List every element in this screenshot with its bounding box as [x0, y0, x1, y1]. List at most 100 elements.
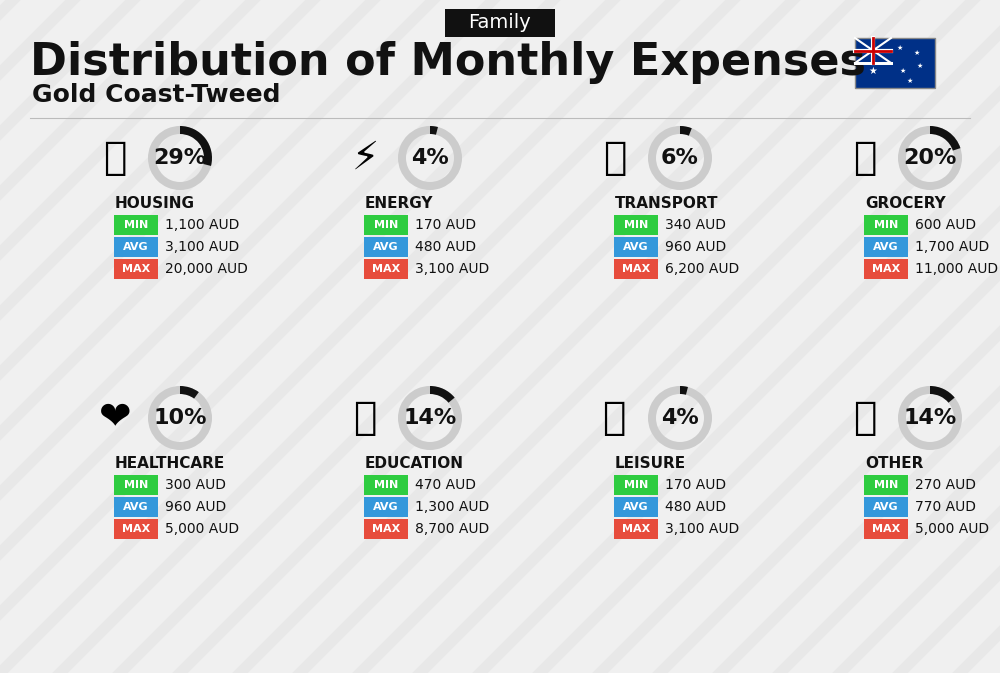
Text: AVG: AVG [873, 242, 899, 252]
Text: 11,000 AUD: 11,000 AUD [915, 262, 998, 276]
FancyBboxPatch shape [364, 215, 408, 235]
Text: 470 AUD: 470 AUD [415, 478, 476, 492]
Text: MIN: MIN [874, 480, 898, 490]
Text: MIN: MIN [624, 480, 648, 490]
FancyBboxPatch shape [364, 259, 408, 279]
FancyBboxPatch shape [614, 215, 658, 235]
Text: Distribution of Monthly Expenses: Distribution of Monthly Expenses [30, 42, 866, 85]
Text: MAX: MAX [872, 524, 900, 534]
Text: MIN: MIN [374, 220, 398, 230]
Text: TRANSPORT: TRANSPORT [615, 195, 718, 211]
Text: 960 AUD: 960 AUD [165, 500, 226, 514]
Text: 480 AUD: 480 AUD [665, 500, 726, 514]
Text: 1,700 AUD: 1,700 AUD [915, 240, 989, 254]
Text: 600 AUD: 600 AUD [915, 218, 976, 232]
Wedge shape [398, 126, 462, 190]
FancyBboxPatch shape [614, 475, 658, 495]
Text: 🛍️: 🛍️ [603, 399, 627, 437]
Text: 340 AUD: 340 AUD [665, 218, 726, 232]
Text: 960 AUD: 960 AUD [665, 240, 726, 254]
Text: MAX: MAX [122, 264, 150, 274]
Text: 5,000 AUD: 5,000 AUD [165, 522, 239, 536]
FancyBboxPatch shape [864, 215, 908, 235]
Wedge shape [680, 386, 688, 395]
Wedge shape [680, 126, 692, 136]
Text: ★: ★ [900, 68, 906, 74]
Text: ★: ★ [917, 63, 923, 69]
Wedge shape [898, 386, 962, 450]
Text: GROCERY: GROCERY [865, 195, 946, 211]
Text: MAX: MAX [622, 524, 650, 534]
Text: AVG: AVG [873, 502, 899, 512]
FancyBboxPatch shape [864, 475, 908, 495]
Text: 770 AUD: 770 AUD [915, 500, 976, 514]
Wedge shape [148, 126, 212, 190]
Text: MIN: MIN [624, 220, 648, 230]
FancyBboxPatch shape [864, 259, 908, 279]
Text: MAX: MAX [372, 264, 400, 274]
Text: AVG: AVG [623, 242, 649, 252]
Text: 10%: 10% [153, 408, 207, 428]
Text: MAX: MAX [872, 264, 900, 274]
Wedge shape [898, 126, 962, 190]
Text: 170 AUD: 170 AUD [665, 478, 726, 492]
Text: ★: ★ [907, 78, 913, 84]
Text: AVG: AVG [123, 242, 149, 252]
Wedge shape [430, 126, 438, 135]
Wedge shape [648, 386, 712, 450]
Wedge shape [430, 386, 455, 402]
Text: EDUCATION: EDUCATION [365, 456, 464, 470]
Text: 🏢: 🏢 [103, 139, 127, 177]
Text: AVG: AVG [373, 502, 399, 512]
Text: 6%: 6% [661, 148, 699, 168]
FancyBboxPatch shape [614, 259, 658, 279]
Text: MIN: MIN [124, 480, 148, 490]
Text: Family: Family [469, 13, 531, 32]
Text: MAX: MAX [122, 524, 150, 534]
Wedge shape [148, 386, 212, 450]
FancyBboxPatch shape [614, 497, 658, 517]
Text: MAX: MAX [622, 264, 650, 274]
FancyBboxPatch shape [364, 497, 408, 517]
Text: 5,000 AUD: 5,000 AUD [915, 522, 989, 536]
Text: 3,100 AUD: 3,100 AUD [665, 522, 739, 536]
FancyBboxPatch shape [855, 38, 935, 88]
FancyBboxPatch shape [114, 259, 158, 279]
Text: AVG: AVG [123, 502, 149, 512]
Text: 6,200 AUD: 6,200 AUD [665, 262, 739, 276]
Text: 170 AUD: 170 AUD [415, 218, 476, 232]
FancyBboxPatch shape [614, 237, 658, 257]
Text: 1,100 AUD: 1,100 AUD [165, 218, 239, 232]
Text: ★: ★ [914, 50, 920, 56]
Text: HEALTHCARE: HEALTHCARE [115, 456, 225, 470]
Text: 🛒: 🛒 [853, 139, 877, 177]
Text: Gold Coast-Tweed: Gold Coast-Tweed [32, 83, 280, 107]
Text: 3,100 AUD: 3,100 AUD [165, 240, 239, 254]
Wedge shape [648, 126, 712, 190]
Text: 29%: 29% [153, 148, 207, 168]
Text: MIN: MIN [874, 220, 898, 230]
Text: ★: ★ [869, 66, 877, 76]
Text: 3,100 AUD: 3,100 AUD [415, 262, 489, 276]
Text: LEISURE: LEISURE [615, 456, 686, 470]
FancyBboxPatch shape [114, 215, 158, 235]
Text: ★: ★ [897, 45, 903, 51]
Text: 270 AUD: 270 AUD [915, 478, 976, 492]
Text: 🚌: 🚌 [603, 139, 627, 177]
Text: AVG: AVG [623, 502, 649, 512]
Text: 🎓: 🎓 [353, 399, 377, 437]
FancyBboxPatch shape [364, 237, 408, 257]
FancyBboxPatch shape [114, 475, 158, 495]
Wedge shape [398, 386, 462, 450]
Text: ⚡: ⚡ [351, 139, 379, 177]
Text: 300 AUD: 300 AUD [165, 478, 226, 492]
Text: MIN: MIN [374, 480, 398, 490]
Text: ❤️: ❤️ [99, 399, 131, 437]
Text: ENERGY: ENERGY [365, 195, 434, 211]
Text: AVG: AVG [373, 242, 399, 252]
Text: 14%: 14% [903, 408, 957, 428]
Text: 20%: 20% [903, 148, 957, 168]
FancyBboxPatch shape [445, 9, 555, 37]
Text: 20,000 AUD: 20,000 AUD [165, 262, 248, 276]
FancyBboxPatch shape [114, 519, 158, 539]
